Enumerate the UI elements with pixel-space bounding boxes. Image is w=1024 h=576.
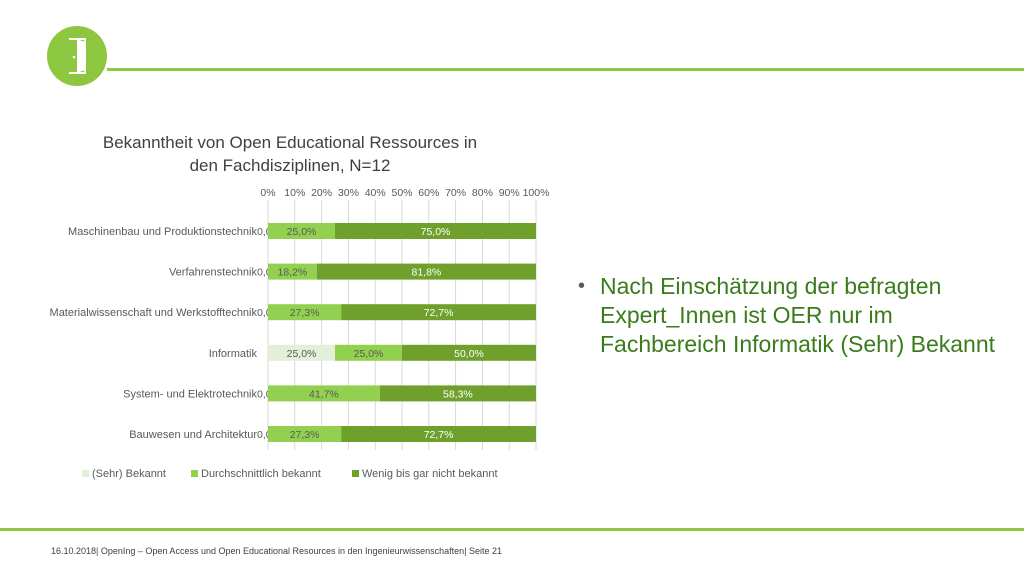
bullet-point: • Nach Einschätzung der befragten Expert… <box>578 272 1008 359</box>
door-icon <box>69 38 86 74</box>
x-tick-label: 90% <box>499 187 520 199</box>
data-label: 25,0% <box>287 226 317 238</box>
category-label: Verfahrenstechnik <box>169 267 258 279</box>
bar-segment <box>268 344 335 361</box>
category-label: Bauwesen und Architektur <box>129 429 257 441</box>
legend-label: (Sehr) Bekannt <box>92 468 166 480</box>
x-tick-label: 60% <box>418 187 439 199</box>
data-label: 25,0% <box>354 348 384 360</box>
category-label: Maschinenbau und Produktionstechnik <box>68 226 257 238</box>
bar-segment <box>268 263 317 280</box>
data-label: 27,3% <box>290 307 320 319</box>
bar-segment <box>341 304 536 321</box>
chart-title: Bekanntheit von Open Educational Ressour… <box>60 131 520 177</box>
data-label: 72,7% <box>424 429 454 441</box>
category-label: Materialwissenschaft und Werkstofftechni… <box>50 307 258 319</box>
data-label: 18,2% <box>277 267 307 279</box>
chart-title-line-1: Bekanntheit von Open Educational Ressour… <box>102 133 478 152</box>
x-tick-label: 20% <box>311 187 332 199</box>
data-label: 75,0% <box>421 226 451 238</box>
data-label: 58,3% <box>443 388 473 400</box>
logo <box>47 26 107 86</box>
data-label: 41,7% <box>309 388 339 400</box>
bar-segment <box>268 223 335 239</box>
bar-segment <box>379 385 536 402</box>
footer-text: 16.10.2018| OpenIng – Open Access und Op… <box>51 546 502 556</box>
legend-swatch <box>191 470 198 477</box>
legend-swatch <box>352 470 359 477</box>
x-tick-label: 50% <box>391 187 412 199</box>
bar-segment <box>335 344 402 361</box>
legend-label: Durchschnittlich bekannt <box>201 468 321 480</box>
legend-swatch <box>82 470 89 477</box>
x-tick-label: 10% <box>284 187 305 199</box>
data-label: 27,3% <box>290 429 320 441</box>
bar-segment <box>268 385 380 402</box>
bullet-dot: • <box>578 275 586 297</box>
bar-segment <box>316 263 536 280</box>
data-label: 81,8% <box>411 267 441 279</box>
bullet-text: Nach Einschätzung der befragten Expert_I… <box>600 273 996 357</box>
bar-segment <box>268 304 342 321</box>
x-tick-label: 70% <box>445 187 466 199</box>
x-tick-label: 80% <box>472 187 493 199</box>
x-tick-label: 100% <box>523 187 550 199</box>
legend-label: Wenig bis gar nicht bekannt <box>362 468 498 480</box>
category-label: System- und Elektrotechnik <box>123 388 257 400</box>
chart-title-line-2: den Fachdisziplinen, N=12 <box>189 156 391 175</box>
x-tick-label: 0% <box>260 187 275 199</box>
x-tick-label: 30% <box>338 187 359 199</box>
data-label: 72,7% <box>424 307 454 319</box>
category-label: Informatik <box>209 348 258 360</box>
stacked-bar-chart: 0% 10% 20% 30% 40% 50% 60% 70% 80% 90% 100% Maschin… <box>50 187 550 480</box>
data-label: 25,0% <box>287 348 317 360</box>
bar-segment <box>402 344 536 361</box>
bar-segment <box>335 223 536 239</box>
bar-segment <box>268 426 342 442</box>
data-label: 50,0% <box>454 348 484 360</box>
footer-rule <box>0 528 1024 531</box>
x-tick-label: 40% <box>365 187 386 199</box>
header-rule <box>107 68 1024 71</box>
bar-segment <box>341 426 536 442</box>
